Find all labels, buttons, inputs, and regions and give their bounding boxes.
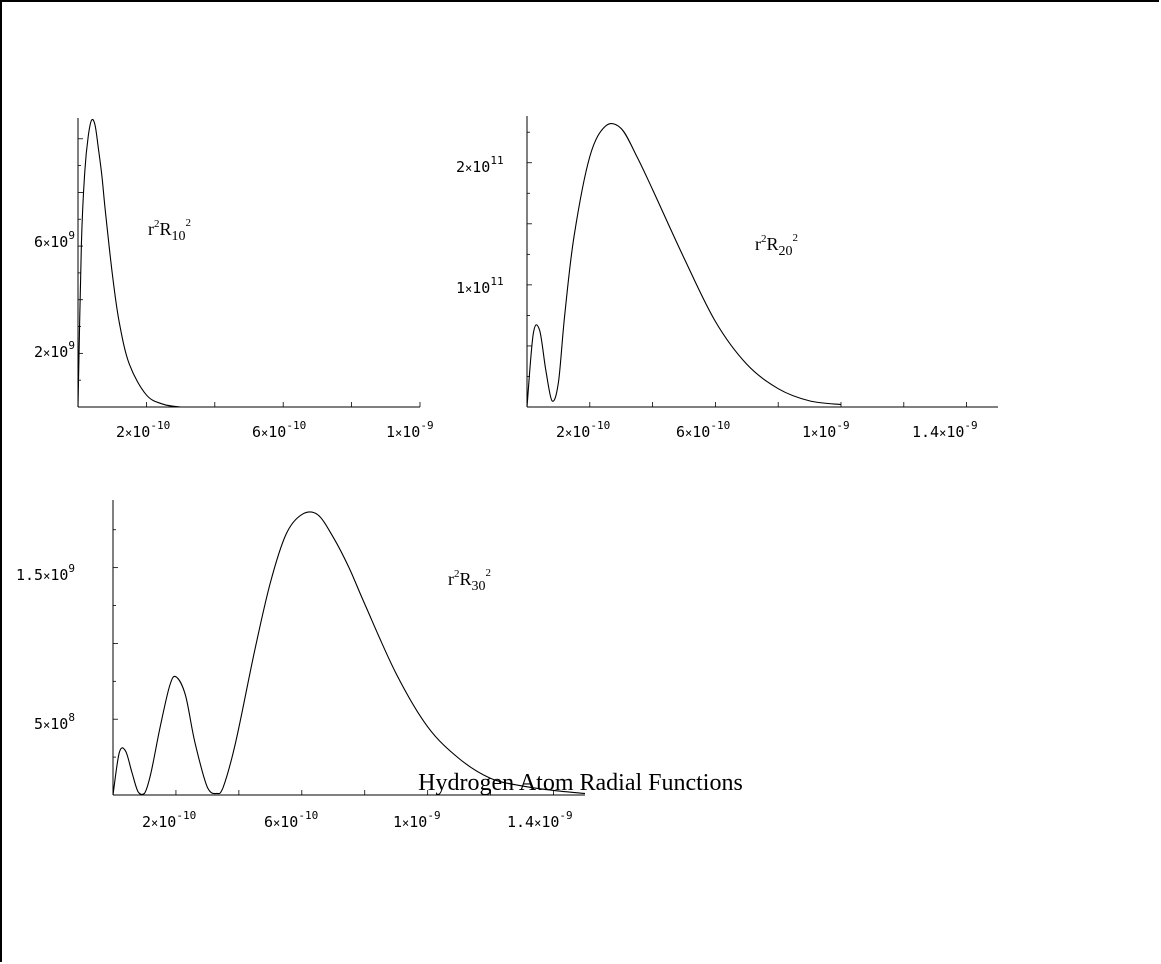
p3-xtick-label: 2×10-10 — [142, 809, 196, 831]
p3-ytick-label: 1.5×109 — [16, 562, 75, 584]
series-line — [77, 118, 181, 408]
p2-xtick-label: 1.4×10-9 — [912, 419, 978, 441]
p3-annotation: r2R302 — [448, 567, 491, 594]
series-line — [112, 511, 586, 796]
p3-xtick-label: 1×10-9 — [393, 809, 441, 831]
p3-xtick-label: 6×10-10 — [264, 809, 318, 831]
p3-ytick-label: 5×108 — [34, 711, 75, 733]
series-line — [526, 122, 842, 408]
figure-caption: Hydrogen Atom Radial Functions — [418, 770, 743, 796]
p3-xtick-label: 1.4×10-9 — [507, 809, 573, 831]
